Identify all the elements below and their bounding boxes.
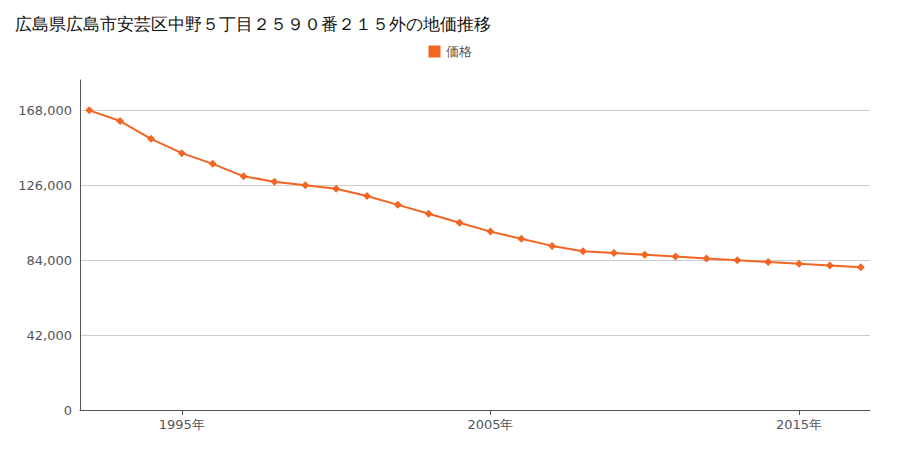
svg-text:価格: 価格 [446, 44, 472, 59]
svg-text:1995年: 1995年 [159, 417, 205, 432]
svg-text:126,000: 126,000 [18, 178, 72, 193]
svg-text:0: 0 [64, 403, 72, 418]
svg-text:広島県広島市安芸区中野５丁目２５９０番２１５外の地価推移: 広島県広島市安芸区中野５丁目２５９０番２１５外の地価推移 [15, 14, 491, 34]
svg-text:2005年: 2005年 [467, 417, 513, 432]
svg-text:168,000: 168,000 [18, 103, 72, 118]
svg-text:84,000: 84,000 [27, 253, 73, 268]
svg-text:42,000: 42,000 [27, 328, 73, 343]
svg-text:2015年: 2015年 [776, 417, 822, 432]
